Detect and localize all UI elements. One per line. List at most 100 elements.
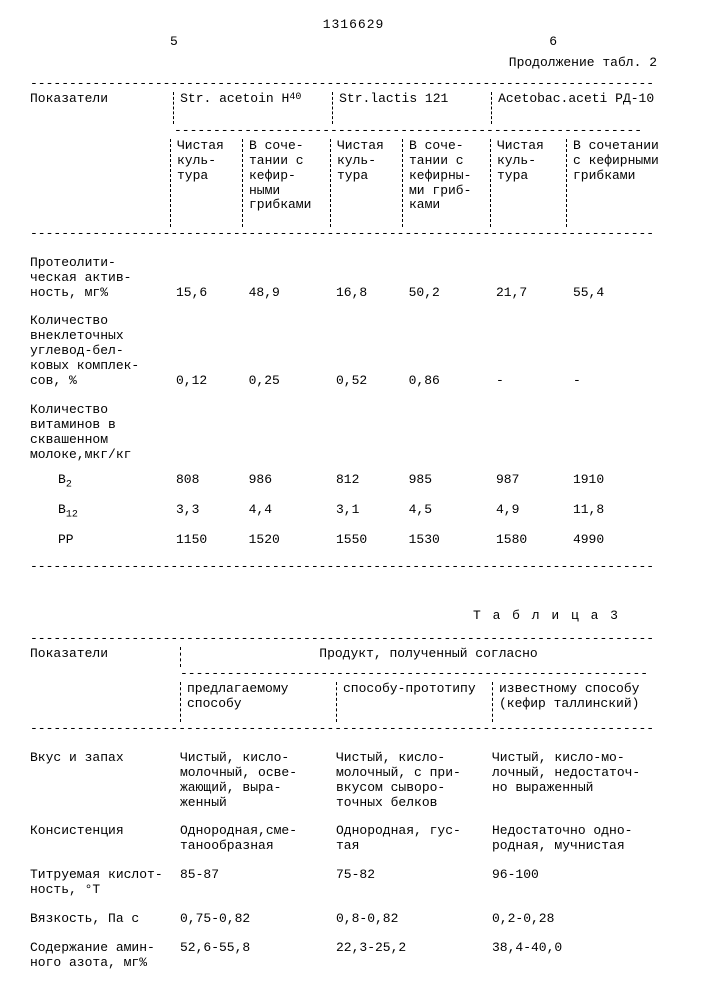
page-number-left: 5 [170, 35, 178, 50]
super-header: Продукт, полученный согласно [180, 647, 670, 667]
cell: 986 [243, 473, 330, 491]
hr: ----------------------------------------… [30, 560, 670, 575]
group-label-sub: 40 [289, 92, 301, 124]
table-row: PP115015201550153015804990 [30, 533, 670, 548]
table-row: B123,34,43,14,54,911,8 [30, 503, 670, 521]
cell: 3,1 [330, 503, 403, 521]
cell: 52,6-55,8 [180, 941, 336, 971]
subcol-combined: В соче- тании с кефир- ными грибками [242, 139, 330, 227]
table-2-header-sub: Чистая куль- тура В соче- тании с кефир-… [30, 139, 670, 227]
cell: 985 [403, 473, 490, 491]
cell: 0,75-0,82 [180, 912, 336, 927]
table-3-header-cols: предлагаемому способу способу-прототипу … [30, 682, 670, 722]
table-row: Вязкость, Па с0,75-0,820,8-0,820,2-0,28 [30, 912, 670, 927]
hr: ----------------------------------------… [30, 227, 670, 242]
cell: 4,4 [243, 503, 330, 521]
cell: 16,8 [330, 286, 403, 301]
table-row: Количество внеклеточных углевод-бел- ков… [30, 314, 670, 389]
subcol-pure: Чистая куль- тура [490, 139, 566, 227]
table-3-header-super: Показатели Продукт, полученный согласно [30, 647, 670, 667]
cell: 812 [330, 473, 403, 491]
table-3: Т а б л и ц а 3 ------------------------… [30, 609, 670, 971]
cell: 22,3-25,2 [336, 941, 492, 971]
cell: 50,2 [403, 286, 490, 301]
table-3-body: Вкус и запахЧистый, кисло- молочный, осв… [30, 751, 670, 971]
col-header-indicators: Показатели [30, 647, 180, 667]
cell: 0,52 [330, 374, 403, 389]
table-2: ----------------------------------------… [30, 77, 670, 575]
row-label: PP [30, 533, 170, 548]
hr: ----------------------------------------… [174, 124, 670, 139]
hr-sub: ----------------------------------------… [30, 667, 670, 682]
cell: Чистый, кисло- молочный, с при- вкусом с… [336, 751, 492, 811]
cell: 1520 [243, 533, 330, 548]
document-number: 1316629 [30, 18, 677, 33]
row-label: B12 [30, 503, 170, 521]
cell: 85-87 [180, 868, 336, 898]
cell: 1580 [490, 533, 567, 548]
hr: ----------------------------------------… [30, 77, 670, 92]
cell: 3,3 [170, 503, 243, 521]
table-row: КонсистенцияОднородная,сме- танообразная… [30, 824, 670, 854]
cell: Чистый, кисло-мо- лочный, недостаточ- но… [492, 751, 670, 811]
cell: - [567, 374, 670, 389]
cell: Чистый, кисло- молочный, осве- жающий, в… [180, 751, 336, 811]
cell: 987 [490, 473, 567, 491]
col-header: способу-прототипу [336, 682, 492, 722]
row-label: Протеолити- ческая актив- ность, мг% [30, 256, 170, 301]
cell: 96-100 [492, 868, 670, 898]
cell: Однородная, гус- тая [336, 824, 492, 854]
col-group-2: Str.lactis 121 [332, 92, 491, 124]
cell: 1910 [567, 473, 670, 491]
cell: Недостаточно одно- родная, мучнистая [492, 824, 670, 854]
continuation-label: Продолжение табл. 2 [30, 56, 677, 71]
cell: 11,8 [567, 503, 670, 521]
col-header: предлагаемому способу [180, 682, 336, 722]
cell: Однородная,сме- танообразная [180, 824, 336, 854]
hr: ----------------------------------------… [30, 632, 670, 647]
cell: 55,4 [567, 286, 670, 301]
cell: 75-82 [336, 868, 492, 898]
row-label: Количество витаминов в сквашенном молоке… [30, 403, 174, 463]
page: 1316629 5 6 Продолжение табл. 2 --------… [0, 0, 707, 1001]
subcol-pure: Чистая куль- тура [170, 139, 242, 227]
cell: 808 [170, 473, 243, 491]
cell: 0,25 [243, 374, 330, 389]
table-3-title: Т а б л и ц а 3 [30, 609, 670, 624]
hr: ----------------------------------------… [30, 722, 670, 737]
row-label: Количество внеклеточных углевод-бел- ков… [30, 314, 170, 389]
cell: 4,9 [490, 503, 567, 521]
hr: ----------------------------------------… [180, 667, 670, 682]
cell: 21,7 [490, 286, 567, 301]
table-row: Титруемая кислот- ность, °Т85-8775-8296-… [30, 868, 670, 898]
group-label: Str. acetoin H [180, 92, 289, 124]
cell: - [490, 374, 567, 389]
table-row: Количество витаминов в сквашенном молоке… [30, 403, 670, 463]
cell: 38,4-40,0 [492, 941, 670, 971]
cell: 0,86 [403, 374, 490, 389]
row-label: Вкус и запах [30, 751, 180, 811]
cell: 15,6 [170, 286, 243, 301]
cell: 0,8-0,82 [336, 912, 492, 927]
col-group-3: Acetobac.aceti РД-10 [491, 92, 670, 124]
cell: 1150 [170, 533, 243, 548]
cell: 1550 [330, 533, 403, 548]
subcol-combined: В сочетании с кефирными грибками [566, 139, 670, 227]
table-row: Содержание амин- ного азота, мг%52,6-55,… [30, 941, 670, 971]
page-numbers: 5 6 [30, 35, 677, 50]
row-label: B2 [30, 473, 170, 491]
table-2-body: Протеолити- ческая актив- ность, мг% 15,… [30, 256, 670, 548]
row-label: Вязкость, Па с [30, 912, 180, 927]
table-2-header-groups: Показатели Str. acetoin H40 Str.lactis 1… [30, 92, 670, 124]
table-row: Протеолити- ческая актив- ность, мг% 15,… [30, 256, 670, 301]
cell: 48,9 [243, 286, 330, 301]
cell: 1530 [403, 533, 490, 548]
row-label: Титруемая кислот- ность, °Т [30, 868, 180, 898]
subcol-combined: В соче- тании с кефирны- ми гриб- ками [402, 139, 490, 227]
col-header: известному способу (кефир таллинский) [492, 682, 670, 722]
col-header-indicators: Показатели [30, 92, 173, 124]
row-label: Содержание амин- ного азота, мг% [30, 941, 180, 971]
page-number-right: 6 [549, 35, 557, 50]
cell: 0,12 [170, 374, 243, 389]
table-row: B28089868129859871910 [30, 473, 670, 491]
